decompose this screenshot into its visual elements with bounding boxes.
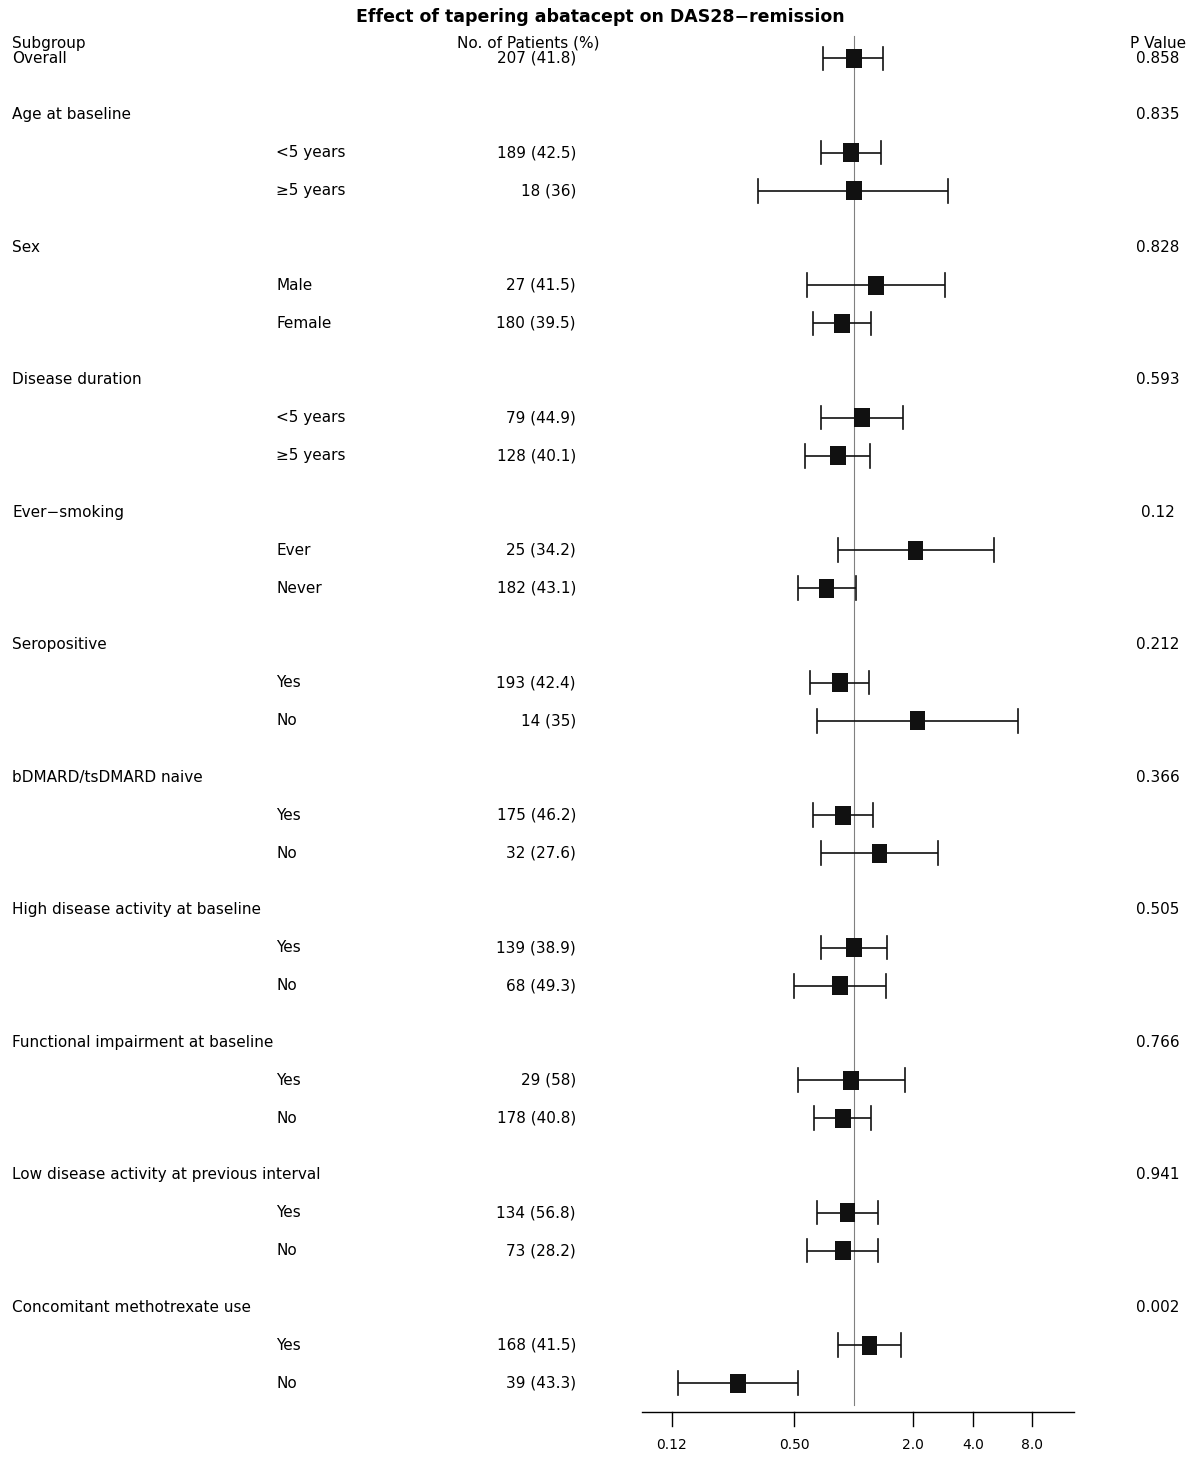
Text: Yes: Yes (276, 675, 301, 691)
Text: Female: Female (276, 316, 331, 331)
FancyBboxPatch shape (846, 181, 862, 200)
Text: 0.505: 0.505 (1136, 903, 1180, 917)
Text: Yes: Yes (276, 1073, 301, 1088)
Text: 73 (28.2): 73 (28.2) (506, 1244, 576, 1258)
Text: 39 (43.3): 39 (43.3) (506, 1376, 576, 1391)
Text: 0.941: 0.941 (1136, 1167, 1180, 1182)
Text: 180 (39.5): 180 (39.5) (497, 316, 576, 331)
Text: Functional impairment at baseline: Functional impairment at baseline (12, 1035, 274, 1050)
Text: 27 (41.5): 27 (41.5) (506, 278, 576, 293)
Text: 189 (42.5): 189 (42.5) (497, 146, 576, 160)
Text: Male: Male (276, 278, 312, 293)
Text: 139 (38.9): 139 (38.9) (497, 941, 576, 956)
Text: 79 (44.9): 79 (44.9) (506, 410, 576, 425)
Text: 32 (27.6): 32 (27.6) (506, 845, 576, 861)
Text: Effect of tapering abatacept on DAS28−remission: Effect of tapering abatacept on DAS28−re… (355, 7, 845, 26)
Text: 25 (34.2): 25 (34.2) (506, 542, 576, 557)
FancyBboxPatch shape (854, 409, 870, 428)
Text: 0.858: 0.858 (1136, 51, 1180, 66)
FancyBboxPatch shape (846, 49, 862, 68)
FancyBboxPatch shape (844, 1070, 859, 1089)
Text: No: No (276, 1111, 296, 1126)
Text: Age at baseline: Age at baseline (12, 107, 131, 122)
Text: 18 (36): 18 (36) (521, 184, 576, 198)
Text: Overall: Overall (12, 51, 67, 66)
Text: No. of Patients (%): No. of Patients (%) (457, 35, 599, 50)
Text: 178 (40.8): 178 (40.8) (497, 1111, 576, 1126)
Text: 0.593: 0.593 (1136, 372, 1180, 387)
FancyBboxPatch shape (835, 1241, 851, 1260)
Text: <5 years: <5 years (276, 410, 346, 425)
FancyBboxPatch shape (832, 673, 847, 692)
FancyBboxPatch shape (871, 844, 887, 863)
Text: No: No (276, 845, 296, 861)
Text: 168 (41.5): 168 (41.5) (497, 1338, 576, 1352)
FancyBboxPatch shape (832, 976, 847, 995)
Text: No: No (276, 713, 296, 728)
Text: bDMARD/tsDMARD naive: bDMARD/tsDMARD naive (12, 770, 203, 785)
Text: 0.766: 0.766 (1136, 1035, 1180, 1050)
Text: Sex: Sex (12, 240, 40, 254)
Text: Ever: Ever (276, 542, 311, 557)
Text: 193 (42.4): 193 (42.4) (497, 675, 576, 691)
Text: 0.212: 0.212 (1136, 637, 1180, 653)
Text: <5 years: <5 years (276, 146, 346, 160)
Text: ≥5 years: ≥5 years (276, 448, 346, 463)
Text: Disease duration: Disease duration (12, 372, 142, 387)
Text: No: No (276, 1244, 296, 1258)
Text: 68 (49.3): 68 (49.3) (506, 978, 576, 994)
FancyBboxPatch shape (844, 143, 859, 162)
Text: 29 (58): 29 (58) (521, 1073, 576, 1088)
FancyBboxPatch shape (830, 447, 846, 466)
Text: 4.0: 4.0 (962, 1438, 984, 1452)
Text: P Value: P Value (1130, 35, 1186, 50)
FancyBboxPatch shape (731, 1373, 746, 1392)
Text: Ever−smoking: Ever−smoking (12, 504, 124, 520)
Text: Yes: Yes (276, 807, 301, 823)
Text: 207 (41.8): 207 (41.8) (497, 51, 576, 66)
Text: 0.50: 0.50 (779, 1438, 810, 1452)
Text: No: No (276, 1376, 296, 1391)
Text: 14 (35): 14 (35) (521, 713, 576, 728)
FancyBboxPatch shape (862, 1336, 877, 1355)
Text: 0.12: 0.12 (656, 1438, 686, 1452)
Text: Seropositive: Seropositive (12, 637, 107, 653)
Text: 128 (40.1): 128 (40.1) (497, 448, 576, 463)
Text: 2.0: 2.0 (902, 1438, 924, 1452)
Text: Concomitant methotrexate use: Concomitant methotrexate use (12, 1299, 251, 1314)
Text: 175 (46.2): 175 (46.2) (497, 807, 576, 823)
Text: 0.002: 0.002 (1136, 1299, 1180, 1314)
FancyBboxPatch shape (835, 1108, 851, 1127)
Text: High disease activity at baseline: High disease activity at baseline (12, 903, 262, 917)
Text: Yes: Yes (276, 1205, 301, 1220)
Text: 8.0: 8.0 (1021, 1438, 1043, 1452)
Text: 0.835: 0.835 (1136, 107, 1180, 122)
FancyBboxPatch shape (834, 313, 850, 332)
Text: ≥5 years: ≥5 years (276, 184, 346, 198)
Text: Yes: Yes (276, 941, 301, 956)
Text: 182 (43.1): 182 (43.1) (497, 581, 576, 595)
FancyBboxPatch shape (846, 938, 862, 957)
FancyBboxPatch shape (818, 579, 834, 598)
Text: Low disease activity at previous interval: Low disease activity at previous interva… (12, 1167, 320, 1182)
FancyBboxPatch shape (840, 1202, 856, 1222)
Text: No: No (276, 978, 296, 994)
Text: 0.366: 0.366 (1136, 770, 1180, 785)
FancyBboxPatch shape (869, 276, 884, 295)
FancyBboxPatch shape (835, 806, 851, 825)
Text: 134 (56.8): 134 (56.8) (497, 1205, 576, 1220)
FancyBboxPatch shape (907, 541, 923, 560)
Text: Never: Never (276, 581, 322, 595)
FancyBboxPatch shape (910, 711, 925, 731)
Text: 0.12: 0.12 (1141, 504, 1175, 520)
Text: 0.828: 0.828 (1136, 240, 1180, 254)
Text: Subgroup: Subgroup (12, 35, 85, 50)
Text: Yes: Yes (276, 1338, 301, 1352)
